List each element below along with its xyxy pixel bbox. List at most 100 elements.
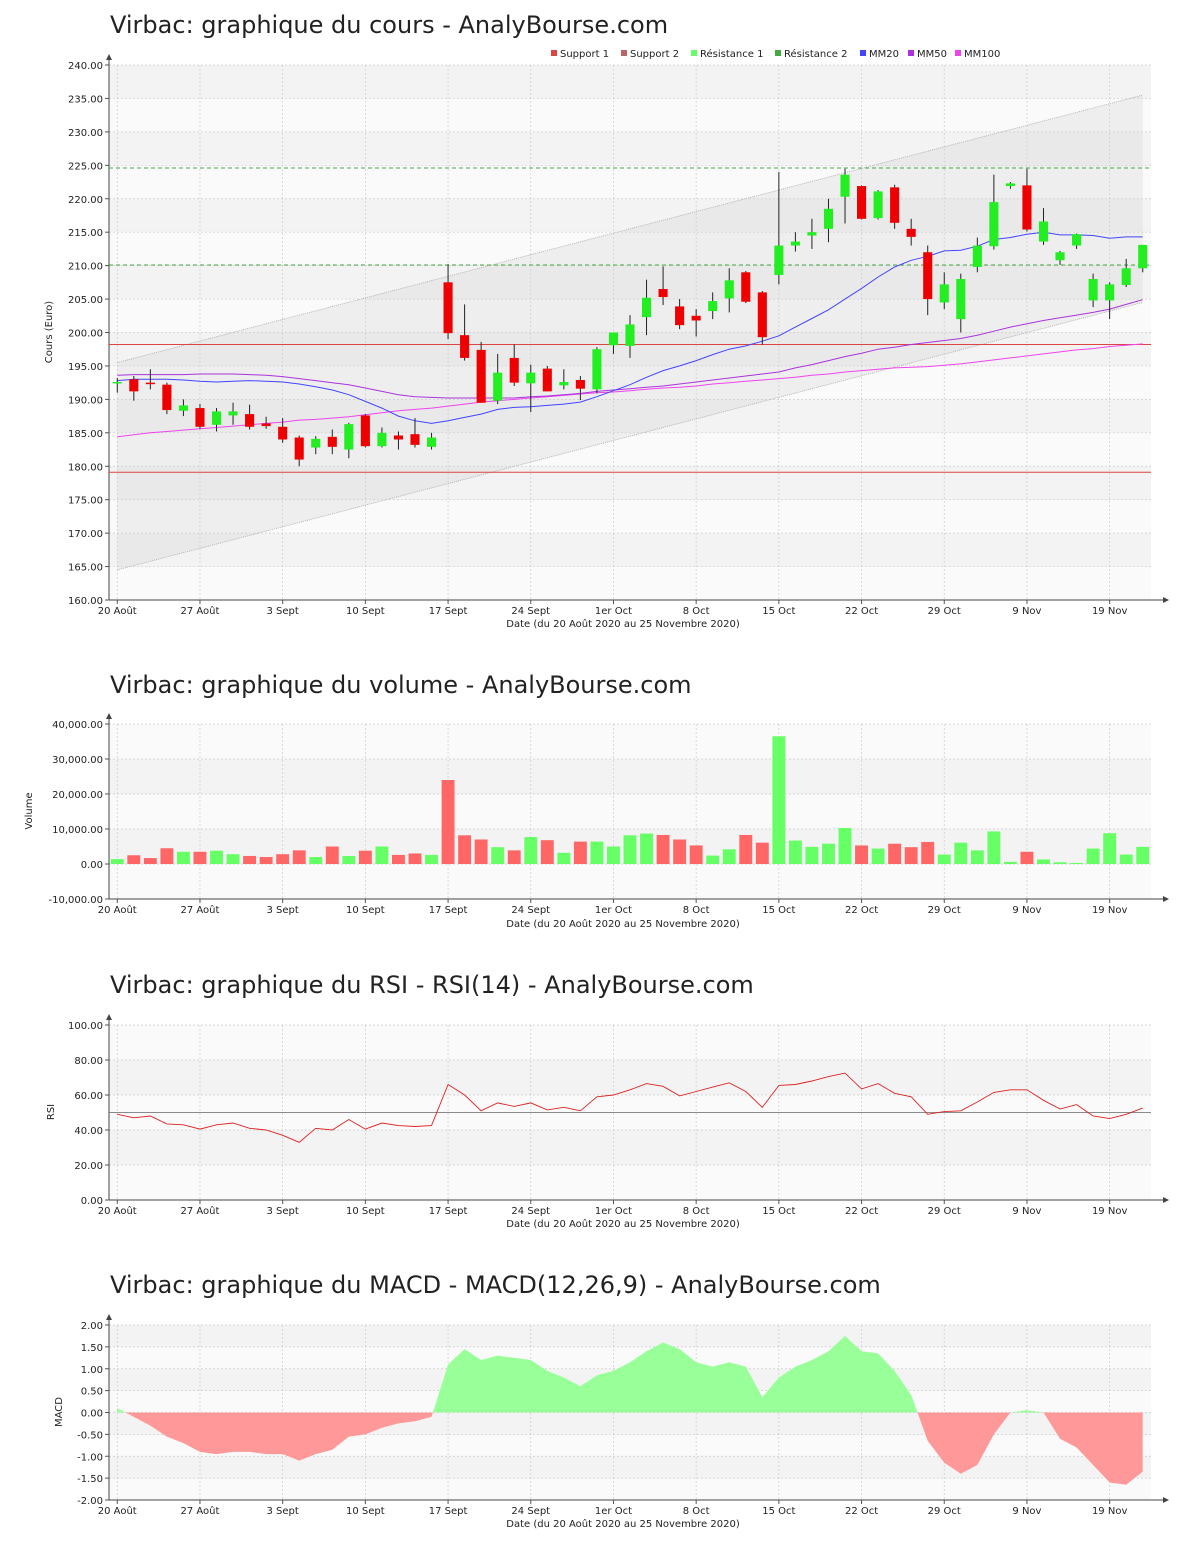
moving-average-mm20 bbox=[117, 231, 1143, 424]
y-tick-label: -0.50 bbox=[77, 1430, 103, 1441]
volume-bar bbox=[391, 854, 405, 864]
candle-body bbox=[1022, 185, 1032, 230]
legend-item: Résistance 2 bbox=[784, 48, 847, 60]
candle-body bbox=[162, 384, 172, 411]
candle-body bbox=[608, 332, 619, 346]
macd-chart-title: Virbac: graphique du MACD - MACD(12,26,9… bbox=[110, 1271, 881, 1299]
volume-bar bbox=[1020, 851, 1034, 864]
volume-bar bbox=[755, 842, 769, 864]
volume-bar bbox=[1037, 859, 1050, 864]
volume-bar bbox=[623, 835, 637, 864]
candle-body bbox=[129, 379, 139, 392]
x-tick-label: 10 Sept bbox=[346, 905, 385, 916]
candle-body bbox=[923, 252, 933, 300]
volume-bar bbox=[540, 840, 554, 864]
volume-bar bbox=[110, 859, 124, 864]
y-tick-label: 0.00 bbox=[81, 860, 103, 871]
volume-bar bbox=[921, 841, 935, 864]
volume-bar bbox=[838, 827, 852, 864]
y-tick-label: 165.00 bbox=[68, 563, 103, 574]
x-tick-label: 24 Sept bbox=[511, 1206, 550, 1217]
background-band bbox=[109, 724, 1151, 759]
volume-y-axis-label: Volume bbox=[24, 792, 35, 829]
volume-bar bbox=[210, 850, 223, 864]
y-tick-label: 30,000.00 bbox=[52, 755, 103, 766]
volume-chart-title: Virbac: graphique du volume - AnalyBours… bbox=[110, 671, 692, 699]
y-axis-arrow bbox=[106, 1014, 112, 1020]
y-tick-label: 1.50 bbox=[81, 1343, 103, 1354]
x-tick-label: 1er Oct bbox=[595, 1206, 632, 1217]
x-tick-label: 1er Oct bbox=[595, 905, 632, 916]
volume-x-axis-label: Date (du 20 Août 2020 au 25 Novembre 202… bbox=[506, 918, 740, 930]
volume-bar bbox=[259, 857, 273, 864]
volume-bar bbox=[1103, 833, 1117, 864]
volume-bar bbox=[557, 852, 571, 864]
legend-item: Support 1 bbox=[560, 49, 609, 60]
y-tick-label: 190.00 bbox=[68, 395, 103, 406]
y-tick-label: 185.00 bbox=[68, 429, 103, 440]
y-tick-label: 210.00 bbox=[68, 262, 103, 273]
candle-body bbox=[327, 436, 337, 447]
x-tick-label: 17 Sept bbox=[429, 1506, 468, 1517]
panel-0: 160.00 165.00 170.00 175.00 180.00 185.00 190.… bbox=[68, 54, 1169, 617]
volume-bar bbox=[722, 849, 736, 864]
candle-body bbox=[377, 432, 387, 447]
volume-bar bbox=[143, 858, 157, 864]
panel-3: -2.00 -1.50 -1.00 -0.50 0.00 0.50 1.00 1.50 2.00… bbox=[77, 1314, 1169, 1517]
x-tick-label: 22 Oct bbox=[845, 1206, 878, 1217]
volume-bar bbox=[309, 857, 323, 864]
x-tick-label: 9 Nov bbox=[1012, 1506, 1041, 1517]
macd-x-axis-label: Date (du 20 Août 2020 au 25 Novembre 202… bbox=[506, 1518, 740, 1530]
panel-1: -10,000.00 0.00 10,000.00 20,000.00 30,000.0… bbox=[48, 713, 1169, 916]
y-tick-label: 0.00 bbox=[81, 1409, 103, 1420]
trend-channel-upper bbox=[117, 94, 1143, 363]
y-tick-label: 195.00 bbox=[68, 362, 103, 373]
candle-body bbox=[228, 411, 238, 416]
y-tick-label: 160.00 bbox=[68, 596, 103, 607]
x-tick-label: 22 Oct bbox=[845, 905, 878, 916]
y-axis-arrow bbox=[106, 713, 112, 719]
volume-bar bbox=[1119, 854, 1133, 864]
candle-body bbox=[592, 349, 602, 390]
background-band bbox=[109, 1456, 1151, 1479]
x-axis-arrow bbox=[1163, 597, 1169, 603]
candle-body bbox=[178, 405, 188, 411]
y-tick-label: 200.00 bbox=[68, 329, 103, 340]
legend-item: Support 2 bbox=[630, 49, 679, 60]
background-band bbox=[109, 1325, 1151, 1347]
x-tick-label: 22 Oct bbox=[845, 1506, 878, 1517]
x-tick-label: 17 Sept bbox=[429, 606, 468, 617]
volume-bar bbox=[970, 850, 984, 864]
legend-swatch bbox=[775, 50, 781, 56]
volume-bar bbox=[954, 842, 968, 864]
volume-bar bbox=[276, 854, 290, 864]
legend-item: MM20 bbox=[869, 49, 899, 60]
volume-bar bbox=[193, 851, 207, 864]
x-tick-label: 3 Sept bbox=[267, 1506, 299, 1517]
background-band bbox=[109, 566, 1151, 600]
volume-bar bbox=[292, 850, 306, 864]
candle-body bbox=[509, 357, 519, 383]
x-tick-label: 9 Nov bbox=[1012, 1206, 1041, 1217]
candle-body bbox=[575, 379, 585, 389]
volume-bar bbox=[805, 846, 819, 864]
volume-bar bbox=[375, 846, 389, 864]
candle-body bbox=[1088, 279, 1098, 301]
x-tick-label: 29 Oct bbox=[928, 606, 961, 617]
volume-bar bbox=[937, 854, 951, 864]
rsi-x-axis-label: Date (du 20 Août 2020 au 25 Novembre 202… bbox=[506, 1218, 740, 1230]
moving-average-mm50 bbox=[117, 299, 1143, 399]
candle-body bbox=[1038, 221, 1049, 242]
candle-body bbox=[956, 279, 966, 320]
candle-body bbox=[823, 208, 834, 229]
x-tick-label: 15 Oct bbox=[762, 1206, 795, 1217]
y-tick-label: 20,000.00 bbox=[52, 790, 103, 801]
candle-body bbox=[840, 174, 850, 197]
candle-body bbox=[807, 232, 817, 236]
candle-body bbox=[344, 424, 354, 450]
macd-y-axis-label: MACD bbox=[54, 1397, 65, 1427]
x-tick-label: 15 Oct bbox=[762, 905, 795, 916]
background-band bbox=[109, 1130, 1151, 1165]
x-tick-label: 24 Sept bbox=[511, 606, 550, 617]
x-tick-label: 10 Sept bbox=[346, 606, 385, 617]
